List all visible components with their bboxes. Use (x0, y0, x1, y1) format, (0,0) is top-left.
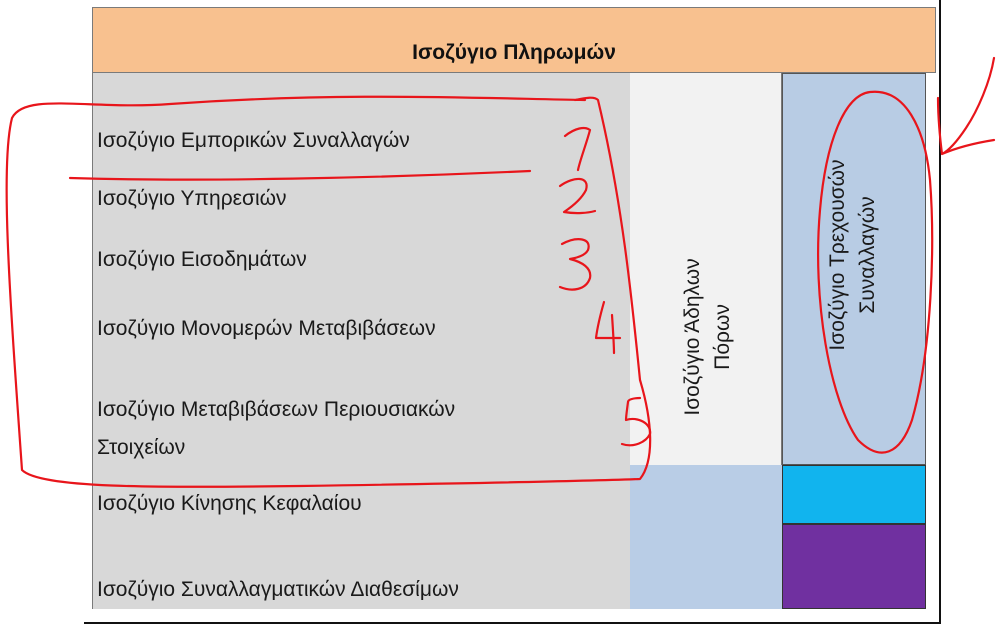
current-label-line1: Ισοζύγιο Τρεχουσών (826, 159, 849, 351)
item-services-balance: Ισοζύγιο Υπηρεσιών (97, 187, 287, 210)
invisible-resources-block (630, 73, 782, 465)
invisible-resources-label: Ισοζύγιο Άδηλων Πόρων (676, 172, 740, 502)
diagram-title: Ισοζύγιο Πληρωμών (92, 7, 936, 73)
reserves-bar-purple (782, 524, 926, 609)
item-capital-movement-balance: Ισοζύγιο Κίνησης Κεφαλαίου (97, 492, 362, 515)
capital-account-block (630, 465, 782, 609)
item-asset-transfers-line2: Στοιχείων (97, 436, 186, 459)
annotation-arrow (936, 56, 996, 156)
item-income-balance: Ισοζύγιο Εισοδημάτων (97, 248, 307, 271)
item-trade-balance: Ισοζύγιο Εμπορικών Συναλλαγών (97, 129, 410, 152)
capital-bar-cyan (782, 465, 926, 524)
item-reserves-balance: Ισοζύγιο Συναλλαγματικών Διαθεσίμων (97, 578, 459, 601)
diagram-frame (84, 0, 941, 624)
current-label-line2: Συναλλαγών (856, 196, 879, 314)
item-asset-transfers-line1: Ισοζύγιο Μεταβιβάσεων Περιουσιακών (97, 398, 456, 421)
accounts-list: Ισοζύγιο Εμπορικών Συναλλαγών Ισοζύγιο Υ… (92, 73, 630, 609)
item-unilateral-transfers-balance: Ισοζύγιο Μονομερών Μεταβιβάσεων (97, 317, 436, 340)
current-account-label: Ισοζύγιο Τρεχουσών Συναλλαγών (821, 105, 885, 405)
invisible-label-line2: Πόρων (711, 304, 734, 370)
invisible-label-line1: Ισοζύγιο Άδηλων (681, 258, 704, 416)
